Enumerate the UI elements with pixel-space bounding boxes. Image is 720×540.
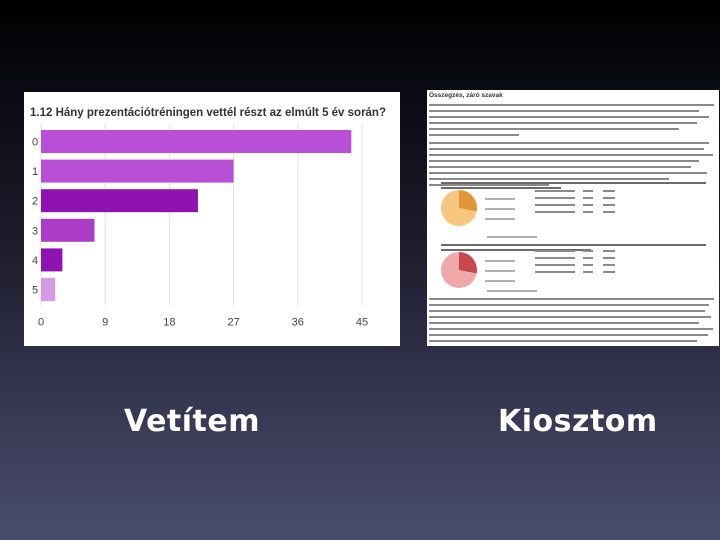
text-line xyxy=(429,328,713,330)
projected-chart: 1.12 Hány prezentációtréningen vettél ré… xyxy=(24,92,400,346)
text-line xyxy=(603,257,615,259)
text-line xyxy=(535,257,575,259)
text-line xyxy=(535,271,575,273)
x-tick-label: 9 xyxy=(102,317,108,329)
y-tick-label: 2 xyxy=(32,196,38,208)
x-tick-label: 27 xyxy=(227,317,239,329)
text-line xyxy=(485,198,515,200)
text-line xyxy=(429,178,669,180)
x-tick-label: 45 xyxy=(356,317,368,329)
text-line xyxy=(429,116,709,118)
text-line xyxy=(485,218,515,220)
text-line xyxy=(583,264,593,266)
text-line xyxy=(535,250,575,252)
text-line xyxy=(485,260,515,262)
text-line xyxy=(429,310,705,312)
bar xyxy=(41,130,352,153)
chart-title: 1.12 Hány prezentációtréningen vettél ré… xyxy=(30,107,386,119)
text-line xyxy=(429,154,713,156)
text-line xyxy=(429,340,697,342)
pie-chart-2 xyxy=(441,252,477,288)
text-line xyxy=(429,122,697,124)
text-line xyxy=(535,204,575,206)
left-caption: Vetítem xyxy=(124,404,260,439)
y-tick-label: 3 xyxy=(32,225,38,237)
y-tick-label: 0 xyxy=(32,137,38,149)
text-line xyxy=(487,236,537,238)
text-line xyxy=(429,166,691,168)
y-tick-label: 4 xyxy=(32,255,38,267)
text-line xyxy=(429,298,714,300)
text-line xyxy=(583,197,593,199)
text-line xyxy=(485,208,515,210)
text-line xyxy=(429,184,549,186)
text-line xyxy=(603,190,615,192)
x-tick-label: 18 xyxy=(163,317,175,329)
text-line xyxy=(429,142,709,144)
text-line xyxy=(429,304,709,306)
text-line xyxy=(429,172,707,174)
text-line xyxy=(429,134,519,136)
pie-chart-1 xyxy=(441,190,477,226)
x-tick-label: 0 xyxy=(38,317,44,329)
text-line xyxy=(535,197,575,199)
text-line xyxy=(487,290,537,292)
handout-document: Összegzés, záró szavak xyxy=(427,90,719,346)
text-line xyxy=(429,316,711,318)
bar xyxy=(41,189,198,213)
text-line xyxy=(441,249,591,251)
text-line xyxy=(583,190,593,192)
text-line xyxy=(603,264,615,266)
y-tick-label: 1 xyxy=(32,166,38,178)
handout-title: Összegzés, záró szavak xyxy=(429,92,503,99)
x-tick-label: 36 xyxy=(292,317,304,329)
y-tick-label: 5 xyxy=(32,285,38,297)
text-line xyxy=(603,204,615,206)
text-line xyxy=(429,160,699,162)
bar-chart: 1.12 Hány prezentációtréningen vettél ré… xyxy=(30,107,386,329)
text-line xyxy=(603,250,615,252)
text-line xyxy=(441,187,561,189)
text-line xyxy=(429,110,699,112)
bar xyxy=(41,278,56,301)
text-line xyxy=(429,148,704,150)
text-line xyxy=(583,211,593,213)
text-line xyxy=(535,190,575,192)
text-line xyxy=(485,280,515,282)
bar xyxy=(41,159,234,183)
text-line xyxy=(583,257,593,259)
text-line xyxy=(485,270,515,272)
text-line xyxy=(583,204,593,206)
text-line xyxy=(603,197,615,199)
text-line xyxy=(535,264,575,266)
text-line xyxy=(441,244,706,246)
right-caption: Kiosztom xyxy=(498,404,658,439)
text-line xyxy=(603,211,615,213)
text-line xyxy=(429,334,708,336)
text-line xyxy=(583,271,593,273)
bar xyxy=(41,218,95,242)
text-line xyxy=(429,322,699,324)
bar xyxy=(41,248,63,272)
text-line xyxy=(429,128,679,130)
text-line xyxy=(429,104,714,106)
text-line xyxy=(583,250,593,252)
text-line xyxy=(535,211,575,213)
text-line xyxy=(441,182,706,184)
text-line xyxy=(603,271,615,273)
